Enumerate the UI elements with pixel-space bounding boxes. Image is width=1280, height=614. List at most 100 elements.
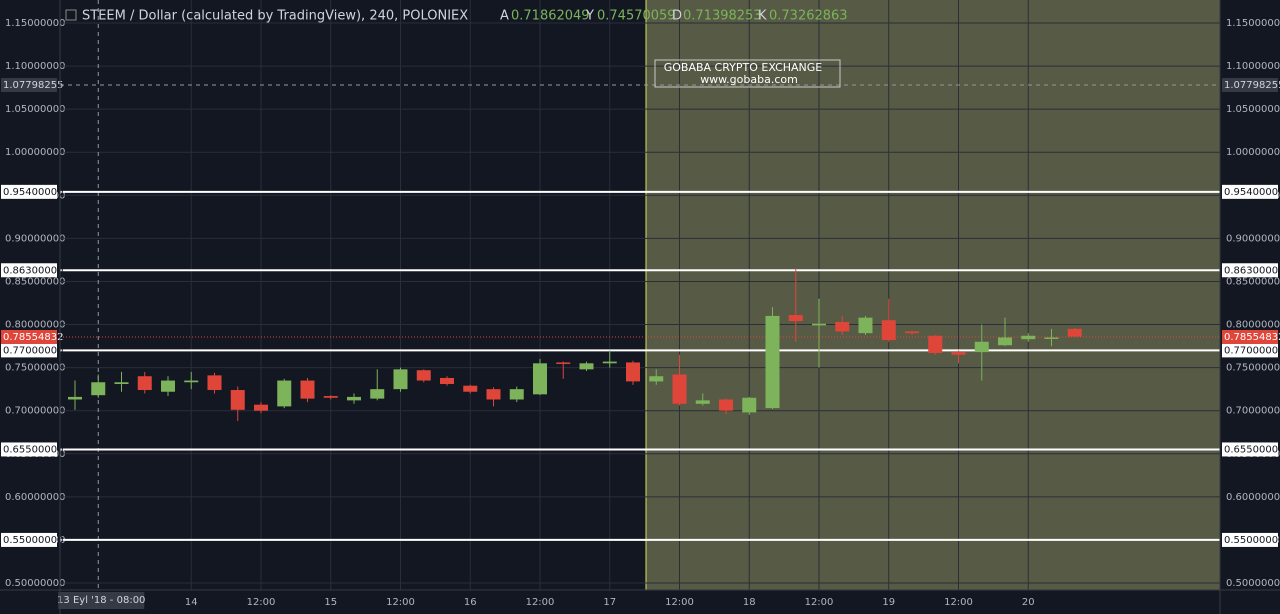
x-tick-label: 12:00 <box>247 597 276 608</box>
candle-body <box>114 382 129 384</box>
level-box <box>1222 532 1278 547</box>
y-tick-label: 1.00000000 <box>5 147 65 158</box>
y-tick-label: 1.00000000 <box>1226 147 1280 158</box>
x-tick-label: 12:00 <box>805 597 834 608</box>
ohlc-value: 0.71398253 <box>683 9 762 24</box>
candle-body <box>463 385 478 392</box>
ohlc-key: A <box>500 9 509 24</box>
candle-body <box>486 389 501 400</box>
y-tick-label: 1.15000000 <box>5 18 65 29</box>
x-tick-label: 13 Eyl '18 - 08:00 <box>57 595 145 606</box>
level-box <box>1 184 57 199</box>
watermark: GOBABA CRYPTO EXCHANGE <box>664 61 823 74</box>
candle-body <box>974 341 989 353</box>
candle-body <box>602 361 617 364</box>
x-tick-label: 12:00 <box>944 597 973 608</box>
candle-body <box>812 323 826 326</box>
y-tick-label: 0.80000000 <box>5 320 65 331</box>
level-label: 0.77000000 <box>1224 345 1280 356</box>
crosshair-price-label: 1.07798255 <box>1224 80 1280 91</box>
level-box <box>1 263 57 278</box>
level-label: 0.95400000 <box>3 187 63 198</box>
candle-body <box>277 380 292 407</box>
ohlc-value: 0.74570059 <box>597 9 676 24</box>
level-box <box>1222 263 1278 278</box>
candle-body <box>1021 335 1036 340</box>
candle-body <box>881 320 896 341</box>
chart-title: STEEM / Dollar (calculated by TradingVie… <box>82 9 468 24</box>
y-tick-label: 1.05000000 <box>5 104 65 115</box>
x-tick-label: 15 <box>324 597 337 608</box>
candle-body <box>928 335 943 353</box>
crosshair-price-box <box>1222 78 1278 93</box>
level-label: 0.65500000 <box>1224 444 1280 455</box>
candle-body <box>858 317 873 334</box>
x-tick-label: 12:00 <box>386 597 415 608</box>
level-label: 0.65500000 <box>3 444 63 455</box>
level-label: 0.95400000 <box>1224 187 1280 198</box>
candle-body <box>416 370 431 381</box>
candle-body <box>207 375 222 391</box>
candle-body <box>719 399 733 411</box>
candle-body <box>695 400 710 404</box>
candle-body <box>254 404 268 411</box>
x-tick-label: 14 <box>185 597 198 608</box>
candle-body <box>626 362 640 382</box>
y-tick-label: 0.70000000 <box>5 406 65 417</box>
candle-body <box>440 377 454 384</box>
highlight-zone <box>646 0 1220 590</box>
last-price-box <box>1 329 57 344</box>
candle-body <box>788 315 803 322</box>
candle-body <box>300 380 315 399</box>
candle-body <box>1067 328 1082 337</box>
level-box <box>1222 343 1278 358</box>
x-tick-label: 19 <box>882 597 895 608</box>
level-box <box>1222 442 1278 457</box>
y-tick-label: 0.75000000 <box>1226 363 1280 374</box>
candle-body <box>533 363 547 395</box>
watermark-box <box>654 59 841 88</box>
y-tick-label: 0.50000000 <box>5 578 65 589</box>
crosshair-price-box <box>1 78 57 93</box>
y-tick-label: 1.10000000 <box>5 61 65 72</box>
y-tick-label: 0.75000000 <box>5 363 65 374</box>
last-price-label: 0.78554832 <box>1224 332 1280 343</box>
level-label: 0.86300000 <box>3 265 63 276</box>
candle-body <box>1044 337 1059 339</box>
candle-body <box>393 369 408 390</box>
level-label: 0.77000000 <box>3 345 63 356</box>
y-tick-label: 0.90000000 <box>1226 233 1280 244</box>
candle-body <box>905 331 919 334</box>
candle-body <box>137 376 152 391</box>
x-tick-label: 12:00 <box>665 597 694 608</box>
y-tick-label: 0.90000000 <box>5 233 65 244</box>
x-tick-label: 20 <box>1022 597 1035 608</box>
candle-body <box>951 352 966 355</box>
ohlc-key: Y <box>585 9 594 24</box>
last-price-label: 0.78554832 <box>3 332 63 343</box>
crosshair-price-label: 1.07798255 <box>3 80 63 91</box>
collapse-icon[interactable] <box>65 9 77 21</box>
crosshair-time-box <box>58 592 145 609</box>
candle-body <box>161 380 175 392</box>
x-tick-label: 12:00 <box>526 597 555 608</box>
y-tick-label: 1.10000000 <box>1226 61 1280 72</box>
x-tick-label: 16 <box>464 597 477 608</box>
level-label: 0.86300000 <box>1224 265 1280 276</box>
candle-body <box>742 397 757 413</box>
level-label: 0.55000000 <box>1224 535 1280 546</box>
candle-body <box>509 389 524 400</box>
level-box <box>1222 184 1278 199</box>
ohlc-key: D <box>672 9 682 24</box>
level-box <box>1 343 57 358</box>
candle-body <box>765 315 780 409</box>
level-box <box>1 532 57 547</box>
candle-body <box>835 321 850 332</box>
candle-body <box>91 382 106 396</box>
y-tick-label: 0.50000000 <box>1226 578 1280 589</box>
candle-body <box>579 363 594 370</box>
x-tick-label: 18 <box>743 597 756 608</box>
ohlc-key: K <box>758 9 767 24</box>
